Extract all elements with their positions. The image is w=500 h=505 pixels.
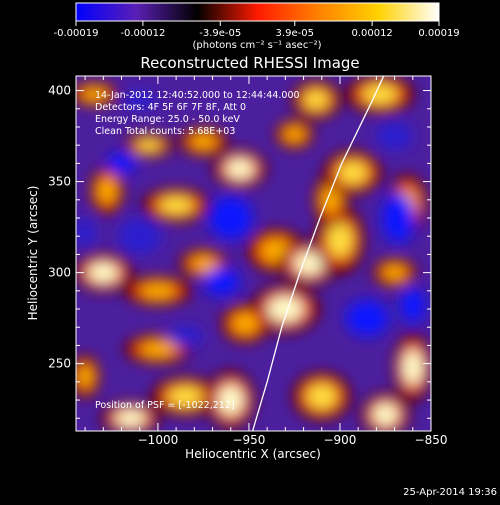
annotation-energy-range: Energy Range: 25.0 - 50.0 keV bbox=[95, 114, 240, 125]
heatmap-blob-core bbox=[190, 133, 217, 150]
heatmap-blob-core bbox=[115, 409, 146, 428]
heatmap-blob-core bbox=[225, 158, 254, 180]
heatmap-blob-core bbox=[383, 264, 407, 281]
footer-timestamp: 25-Apr-2014 19:36 bbox=[403, 487, 497, 498]
y-axis-label: Heliocentric Y (arcsec) bbox=[26, 186, 40, 321]
heatmap-blob-core bbox=[136, 138, 162, 152]
heatmap-blob-core bbox=[402, 349, 423, 386]
plot-area: −1000 −950 −900 −850 250 300 350 400 bbox=[48, 75, 447, 447]
heatmap-blob-core bbox=[321, 185, 340, 214]
chart-title: Reconstructed RHESSI Image bbox=[140, 54, 359, 72]
heatmap-blob-core bbox=[218, 384, 244, 416]
heatmap-blob-core bbox=[303, 89, 330, 110]
heatmap-blob-negative bbox=[208, 196, 253, 240]
heatmap-blob-core bbox=[372, 403, 399, 427]
heatmap-blob-core bbox=[362, 84, 398, 105]
heatmap-blob-core bbox=[88, 262, 119, 283]
y-axis-tick-label: 400 bbox=[48, 84, 71, 98]
heatmap-blob-core bbox=[267, 296, 304, 322]
heatmap-blob-negative bbox=[376, 121, 413, 151]
colorbar-tick-label: 0.00019 bbox=[418, 28, 459, 39]
heatmap-blob-core bbox=[306, 383, 338, 410]
heatmap-blob-negative bbox=[123, 90, 157, 109]
colorbar-gradient bbox=[75, 2, 440, 22]
colorbar: -0.00019 -0.00012 -3.9e-05 3.9e-05 0.00012 0.… bbox=[54, 2, 460, 51]
y-axis-tick-label: 250 bbox=[48, 357, 71, 371]
heatmap-blobs bbox=[76, 76, 431, 431]
heatmap-blob-negative bbox=[381, 192, 415, 244]
annotation-block: 14-Jan-2012 12:40:52.000 to 12:44:44.000… bbox=[95, 90, 300, 411]
solar-limb-curve bbox=[251, 76, 385, 431]
colorbar-tick-label: 3.9e-05 bbox=[276, 28, 314, 39]
colorbar-tick-label: 0.00012 bbox=[351, 28, 392, 39]
x-axis-tick-label: −900 bbox=[323, 433, 356, 447]
colorbar-tick-label: -0.00012 bbox=[120, 28, 165, 39]
colorbar-tick-label: -0.00019 bbox=[54, 28, 99, 39]
heatmap-blob-core bbox=[327, 222, 353, 258]
heatmap-blob-core bbox=[232, 313, 259, 334]
heatmap-blob-negative bbox=[203, 267, 240, 297]
heatmap-blob-negative bbox=[117, 218, 162, 255]
heatmap-blob-core bbox=[140, 341, 176, 357]
y-axis-tick-label: 300 bbox=[48, 266, 71, 280]
x-axis-tick-label: −1000 bbox=[138, 433, 179, 447]
plot-frame bbox=[75, 75, 432, 432]
annotation-psf-position: Position of PSF = [-1022,212] bbox=[95, 400, 235, 411]
y-axis-ticks: 250 300 350 400 bbox=[48, 84, 431, 419]
heatmap-blob-negative bbox=[76, 218, 97, 248]
heatmap-blob-negative bbox=[400, 287, 426, 324]
annotation-detectors: Detectors: 4F 5F 6F 7F 8F, Att 0 bbox=[95, 102, 246, 113]
heatmap-blob-core bbox=[337, 161, 369, 184]
heatmap-blob-core bbox=[81, 87, 107, 101]
heatmap-blob-negative bbox=[106, 152, 137, 175]
colorbar-tick-label: -3.9e-05 bbox=[199, 28, 241, 39]
y-axis-tick-label: 350 bbox=[48, 175, 71, 189]
annotation-time-range: 14-Jan-2012 12:40:52.000 to 12:44:44.000 bbox=[95, 90, 300, 101]
heatmap-blob-core bbox=[77, 364, 93, 388]
colorbar-ticks: -0.00019 -0.00012 -3.9e-05 3.9e-05 0.00012 0.… bbox=[54, 21, 460, 39]
heatmap-blob-core bbox=[284, 126, 305, 142]
annotation-clean-counts: Clean Total counts: 5.68E+03 bbox=[95, 126, 235, 137]
x-axis-ticks: −1000 −950 −900 −850 bbox=[84, 76, 448, 447]
heatmap-blob-negative bbox=[167, 325, 204, 348]
x-axis-tick-label: −950 bbox=[232, 433, 265, 447]
colorbar-unit-label: (photons cm⁻² s⁻¹ asec⁻²) bbox=[192, 40, 321, 51]
heatmap-blob-core bbox=[98, 177, 116, 204]
x-axis-label: Heliocentric X (arcsec) bbox=[185, 447, 321, 461]
heatmap-blob-core bbox=[167, 386, 204, 407]
heatmap-blob-core bbox=[140, 283, 176, 299]
heatmap-blob-core bbox=[158, 196, 194, 215]
x-axis-tick-label: −850 bbox=[415, 433, 448, 447]
heatmap-blob-core bbox=[190, 255, 217, 272]
heatmap-blob-negative bbox=[345, 299, 390, 337]
